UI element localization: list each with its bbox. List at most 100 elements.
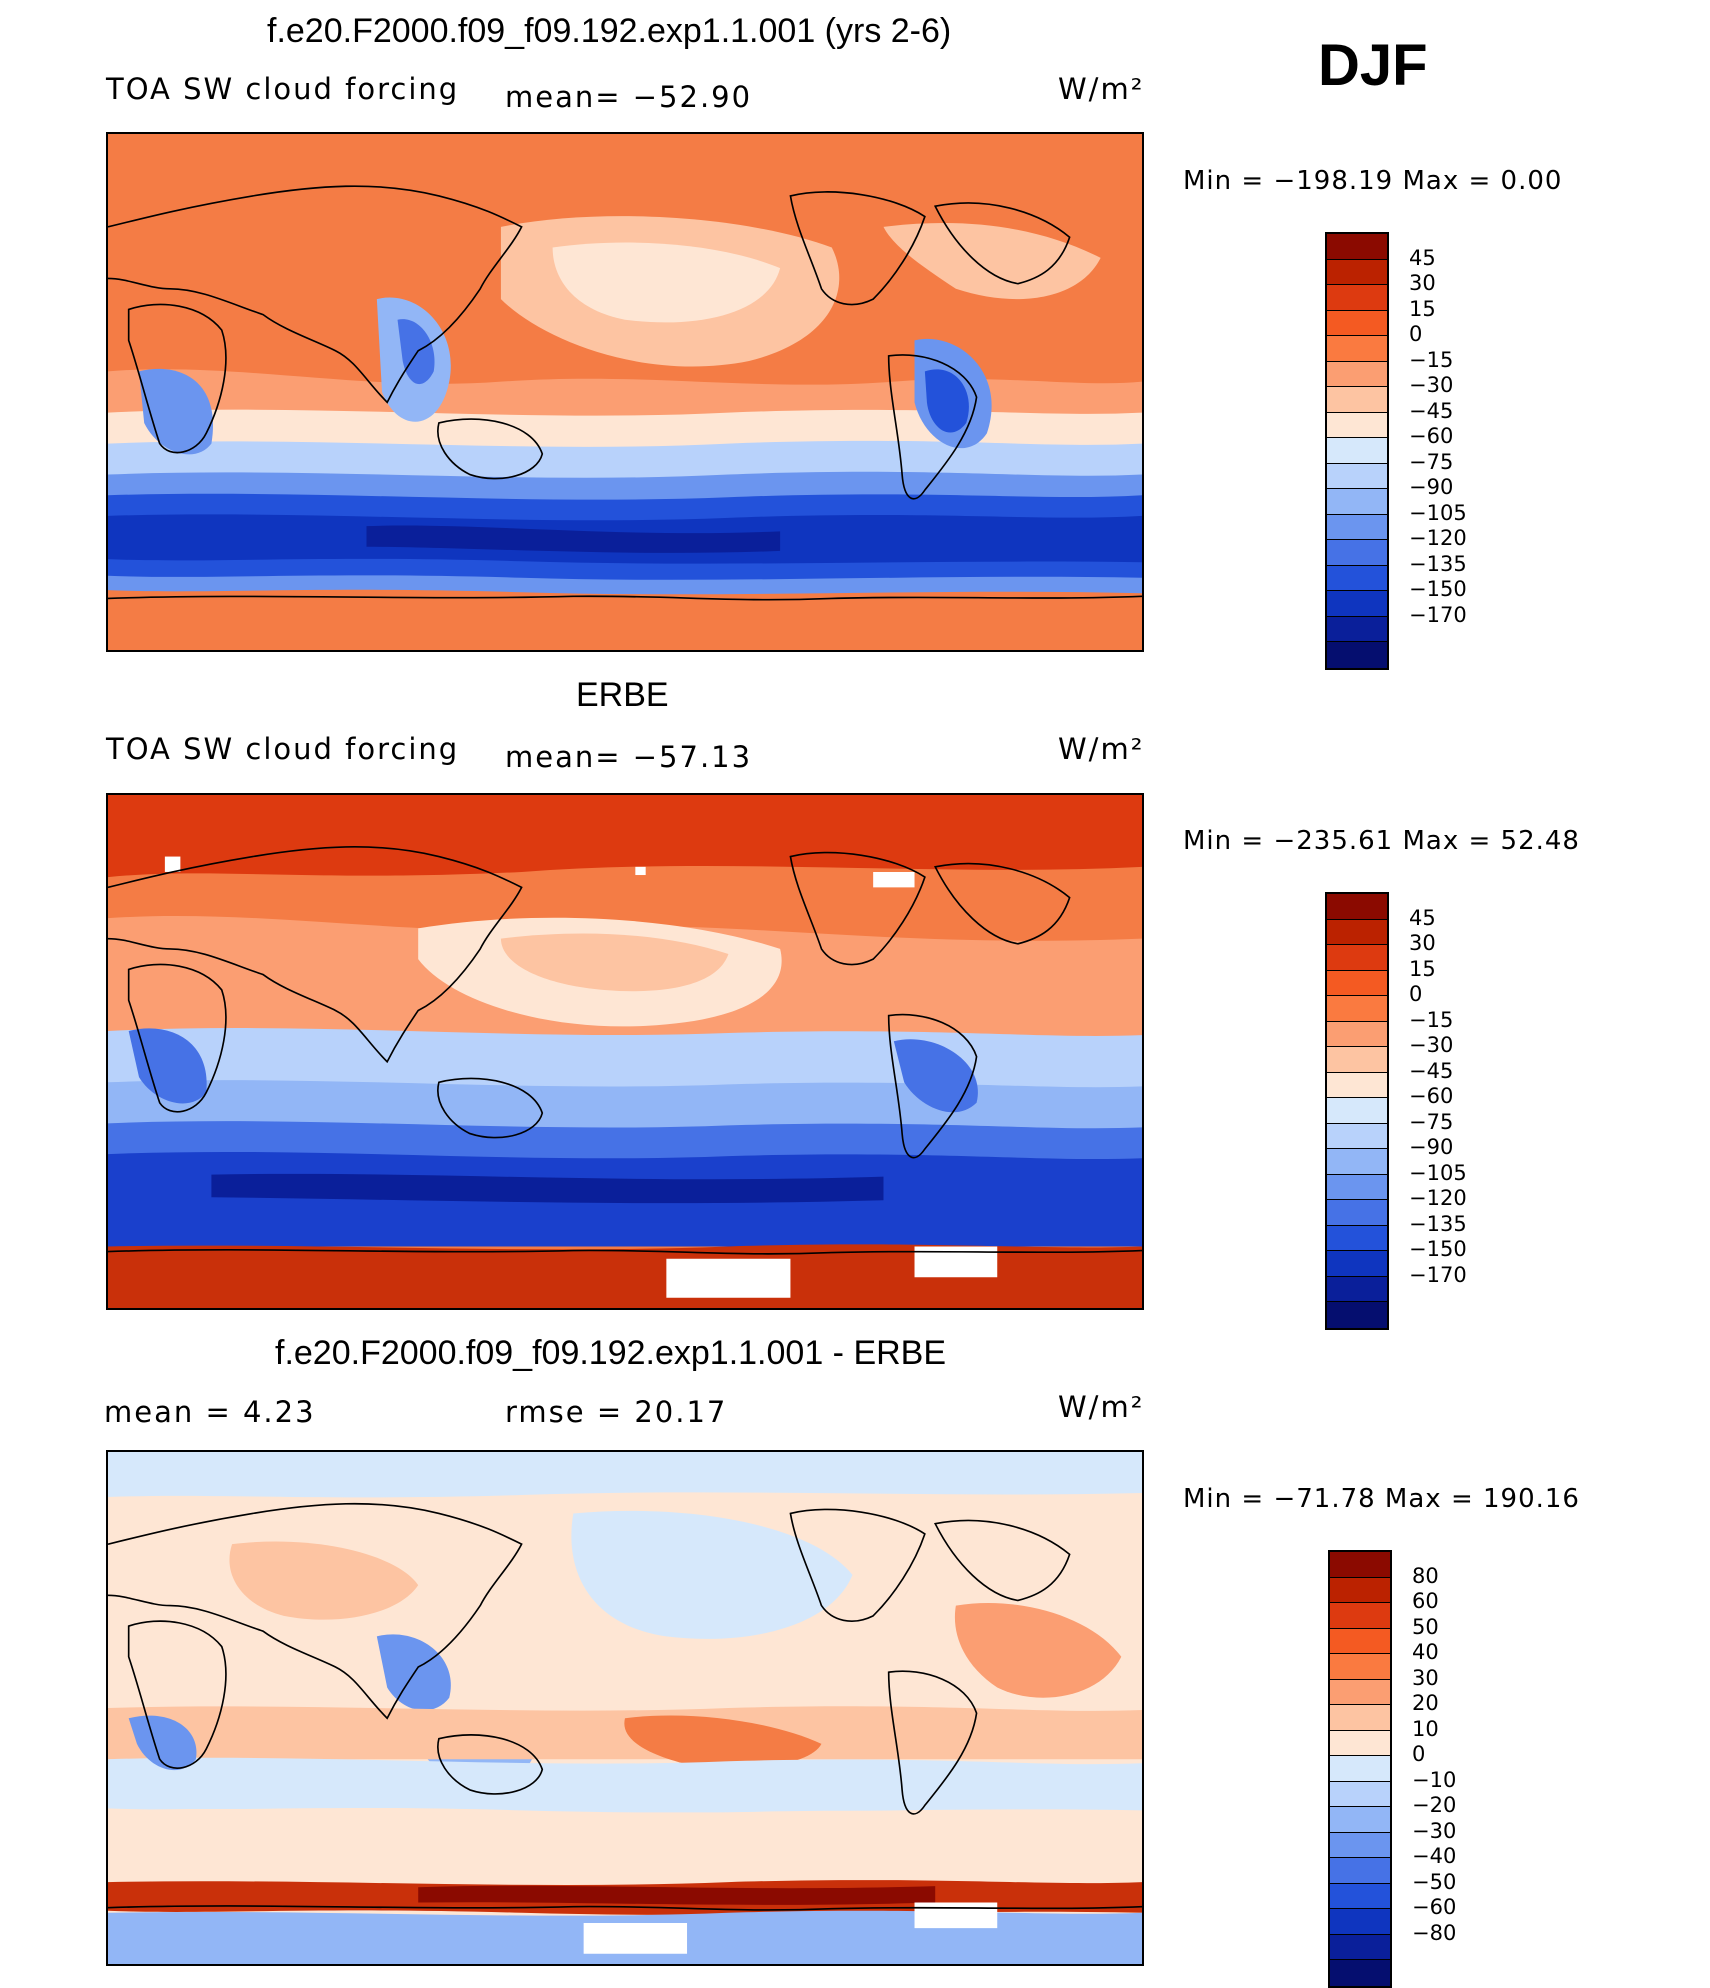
colorbar-swatch (1327, 285, 1387, 311)
colorbar-swatch (1330, 1628, 1390, 1654)
colorbar-swatch (1330, 1705, 1390, 1731)
colorbar-label: −30 (1412, 1818, 1457, 1843)
colorbar-swatch (1330, 1934, 1390, 1960)
colorbar-swatch (1327, 463, 1387, 489)
colorbar-label: 15 (1409, 956, 1436, 981)
colorbar-label: 30 (1409, 931, 1436, 955)
colorbar-swatch (1327, 1251, 1387, 1277)
colorbar-swatch (1327, 1021, 1387, 1047)
colorbar-swatch (1327, 1149, 1387, 1175)
colorbar-label: −90 (1409, 1135, 1454, 1159)
colorbar-swatch (1330, 1679, 1390, 1705)
colorbar-label: −45 (1409, 1058, 1454, 1083)
colorbar-swatches (1325, 892, 1389, 1330)
colorbar-swatch (1327, 945, 1387, 971)
colorbar-label: 0 (1409, 322, 1423, 346)
colorbar-swatch (1327, 259, 1387, 285)
colorbar-swatches (1325, 232, 1389, 670)
colorbar-label: −135 (1409, 551, 1467, 576)
colorbar-label: 0 (1409, 982, 1423, 1006)
colorbar-label: −30 (1409, 373, 1454, 397)
colorbar-swatch (1327, 361, 1387, 387)
colorbar-label: 45 (1409, 245, 1436, 270)
colorbar-swatch (1327, 310, 1387, 336)
colorbar-swatch (1327, 591, 1387, 617)
colorbar-swatch (1327, 1225, 1387, 1251)
colorbar-label: −105 (1409, 500, 1467, 525)
colorbar-swatch (1327, 540, 1387, 566)
colorbar-swatch (1330, 1756, 1390, 1782)
colorbar-label: −15 (1409, 1007, 1454, 1032)
panel-title: f.e20.F2000.f09_f09.192.exp1.1.001 - ERB… (275, 1334, 947, 1372)
mean-label: mean = 4.23 (104, 1395, 316, 1429)
colorbar-swatch (1327, 1123, 1387, 1149)
colorbar-swatch (1330, 1858, 1390, 1884)
colorbar-swatch (1327, 1200, 1387, 1226)
season-label: DJF (1318, 33, 1428, 98)
colorbar-label: 15 (1409, 296, 1436, 321)
min-max-readout: Min = −235.61 Max = 52.48 (1183, 826, 1580, 856)
colorbar-swatch (1327, 1302, 1387, 1328)
colorbar-swatch (1327, 970, 1387, 996)
panel-title: ERBE (576, 676, 669, 714)
colorbar-swatch (1330, 1832, 1390, 1858)
colorbar-label: −170 (1409, 602, 1467, 627)
colorbar-swatch (1330, 1781, 1390, 1807)
min-max-readout: Min = −71.78 Max = 190.16 (1183, 1484, 1580, 1514)
min-max-readout: Min = −198.19 Max = 0.00 (1183, 166, 1563, 196)
colorbar-swatch (1327, 1276, 1387, 1302)
map-observations (106, 793, 1144, 1310)
colorbar-label: −75 (1409, 1109, 1454, 1134)
colorbar-swatch (1330, 1730, 1390, 1756)
units-label: W/m² (1058, 1390, 1145, 1424)
units-label: W/m² (1058, 72, 1145, 106)
rmse-label: rmse = 20.17 (505, 1395, 728, 1429)
colorbar-swatch (1330, 1654, 1390, 1680)
colorbar-swatch (1327, 894, 1387, 920)
colorbar-swatch (1327, 1098, 1387, 1124)
colorbar-label: −10 (1412, 1767, 1457, 1792)
colorbar-label: 40 (1412, 1640, 1439, 1664)
colorbar-swatch (1330, 1577, 1390, 1603)
colorbar-label: −170 (1409, 1262, 1467, 1287)
colorbar-swatch (1330, 1909, 1390, 1935)
colorbar-swatch (1330, 1960, 1390, 1986)
colorbar-label: −60 (1409, 424, 1454, 448)
colorbar-label: −120 (1409, 1186, 1467, 1210)
colorbar-swatches (1328, 1550, 1392, 1988)
colorbar-swatch (1327, 514, 1387, 540)
colorbar-label: −40 (1412, 1844, 1457, 1868)
colorbar-swatch (1330, 1552, 1390, 1578)
colorbar-swatch (1327, 616, 1387, 642)
colorbar-label: 30 (1409, 271, 1436, 295)
colorbar-swatch (1327, 565, 1387, 591)
colorbar-swatch (1327, 336, 1387, 362)
units-label: W/m² (1058, 732, 1145, 766)
colorbar-swatch (1327, 919, 1387, 945)
variable-label: TOA SW cloud forcing (106, 72, 460, 106)
colorbar-label: −90 (1409, 475, 1454, 499)
map-model (106, 132, 1144, 652)
colorbar-label: 60 (1412, 1589, 1439, 1613)
colorbar-label: −75 (1409, 449, 1454, 474)
colorbar-label: 0 (1412, 1742, 1426, 1766)
colorbar-label: −150 (1409, 577, 1467, 601)
colorbar-label: −15 (1409, 347, 1454, 372)
colorbar-swatch (1327, 996, 1387, 1022)
colorbar-swatch (1327, 387, 1387, 413)
colorbar-label: −50 (1412, 1869, 1457, 1894)
colorbar-swatch (1330, 1883, 1390, 1909)
colorbar-label: −150 (1409, 1237, 1467, 1261)
colorbar-label: −45 (1409, 398, 1454, 423)
colorbar-swatch (1327, 234, 1387, 260)
colorbar-label: −135 (1409, 1211, 1467, 1236)
mean-label: mean= −57.13 (505, 740, 753, 774)
colorbar-label: −60 (1412, 1895, 1457, 1919)
map-difference (106, 1450, 1144, 1966)
colorbar-label: 45 (1409, 905, 1436, 930)
colorbar-swatch (1330, 1603, 1390, 1629)
colorbar-swatch (1327, 1174, 1387, 1200)
colorbar-swatch (1327, 642, 1387, 668)
variable-label: TOA SW cloud forcing (106, 732, 460, 766)
colorbar-label: −20 (1412, 1793, 1457, 1817)
